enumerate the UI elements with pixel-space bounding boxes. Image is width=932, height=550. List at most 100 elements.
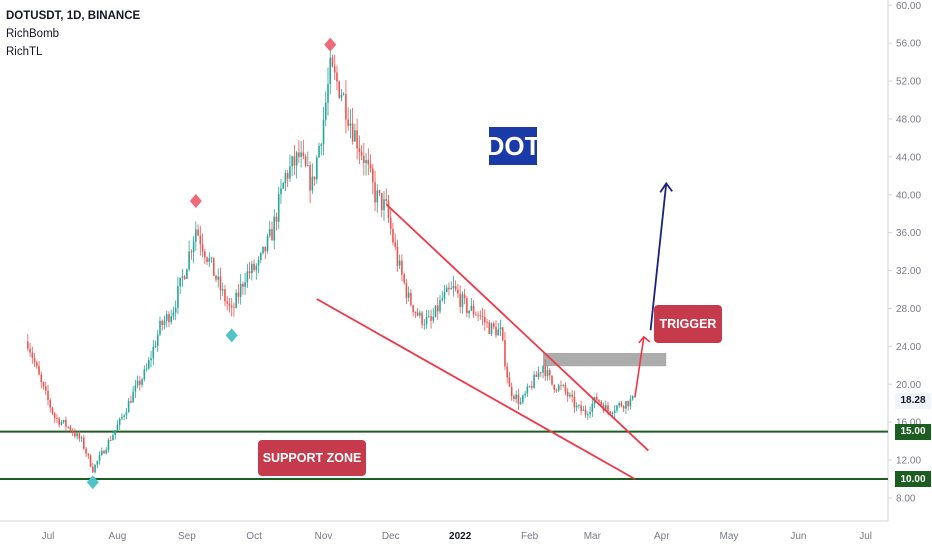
candle-body [195, 229, 197, 242]
candle-body [318, 145, 320, 158]
candle-body [333, 66, 336, 73]
candle-body [268, 229, 271, 236]
candle-body [130, 401, 132, 403]
candle-body [67, 426, 69, 428]
candle-body [132, 391, 134, 403]
candle-body [199, 235, 202, 245]
x-tick-label: Jun [790, 531, 806, 542]
candle-body [340, 94, 343, 98]
candle-body [154, 345, 157, 347]
candle-body [148, 360, 150, 369]
candle-body [445, 287, 448, 292]
candle-body [44, 386, 47, 391]
candle-body [324, 102, 327, 120]
candle-body [484, 316, 486, 323]
candle-body [555, 389, 558, 391]
candle-body [217, 276, 220, 280]
pivot-low-marker [225, 328, 238, 343]
candle-body [251, 263, 253, 274]
y-tick-label: 60.00 [896, 1, 921, 12]
candle-body [141, 379, 143, 385]
candle-body [51, 407, 54, 414]
candle-body [519, 401, 522, 404]
candle-body [313, 176, 316, 180]
candle-body [260, 253, 262, 260]
candle-body [540, 372, 542, 374]
candle-body [38, 366, 40, 375]
candle-body [600, 401, 603, 405]
candle-body [423, 324, 426, 326]
y-tick-label: 56.00 [896, 39, 921, 50]
candle-body [419, 312, 421, 316]
candle-body [452, 285, 455, 289]
candle-body [47, 390, 49, 401]
candle-body [33, 358, 36, 363]
candle-body [546, 370, 549, 376]
candle-body [127, 401, 130, 413]
y-tick-label: 52.00 [896, 77, 921, 88]
candle-body [302, 152, 305, 157]
candle-body [392, 229, 394, 243]
candle-body [598, 399, 600, 402]
x-tick-label: Jul [859, 531, 872, 542]
pivot-low-marker [86, 475, 99, 490]
candle-body [27, 341, 29, 349]
pivot-high-marker [324, 37, 337, 52]
wedge-upper-trendline [385, 203, 649, 452]
candle-body [434, 305, 437, 317]
candle-body [416, 312, 419, 316]
candle-body [468, 310, 470, 314]
support-price-tag-lower: 10.00 [895, 471, 931, 487]
x-tick-label: Oct [246, 531, 262, 542]
candle-body [74, 433, 76, 437]
candle-body [331, 57, 334, 67]
candle-body [387, 200, 390, 219]
indicator-richtl[interactable]: RichTL [6, 46, 43, 58]
candle-body [604, 405, 607, 411]
candle-body [118, 418, 121, 425]
candle-body [235, 292, 237, 308]
candle-body [71, 431, 74, 434]
candle-body [109, 439, 112, 441]
candle-body [121, 416, 123, 419]
candle-body [237, 292, 240, 297]
candle-body [239, 283, 242, 297]
candle-body [170, 316, 172, 323]
candle-body [190, 251, 193, 253]
candle-body [188, 251, 190, 270]
indicator-richbomb[interactable]: RichBomb [6, 28, 60, 40]
y-tick-label: 44.00 [896, 152, 921, 163]
candle-body [246, 271, 249, 283]
candle-body [309, 165, 311, 191]
candle-body [490, 323, 493, 335]
candle-body [327, 84, 329, 103]
candle-body [201, 244, 204, 252]
candle-body [582, 409, 585, 411]
candle-body [571, 394, 573, 397]
candle-body [459, 293, 461, 307]
candle-body [253, 263, 255, 271]
candle-body [295, 152, 298, 166]
y-tick-label: 36.00 [896, 228, 921, 239]
candle-body [80, 437, 83, 439]
candle-body [197, 229, 199, 236]
candle-body [76, 433, 78, 437]
candle-body [376, 190, 379, 203]
candle-body [298, 152, 300, 157]
candle-body [304, 156, 307, 166]
candle-body [526, 386, 529, 394]
candle-body [616, 405, 618, 411]
candle-body [282, 183, 284, 189]
candle-body [58, 418, 60, 425]
candle-body [311, 176, 314, 191]
candle-body [139, 380, 141, 385]
candle-body [264, 246, 267, 252]
candle-body [42, 382, 45, 387]
candle-body [100, 450, 103, 456]
candle-body [580, 405, 582, 411]
candle-body [342, 94, 345, 95]
candle-body [347, 119, 349, 126]
candle-body [159, 320, 161, 335]
candle-body [177, 286, 179, 308]
